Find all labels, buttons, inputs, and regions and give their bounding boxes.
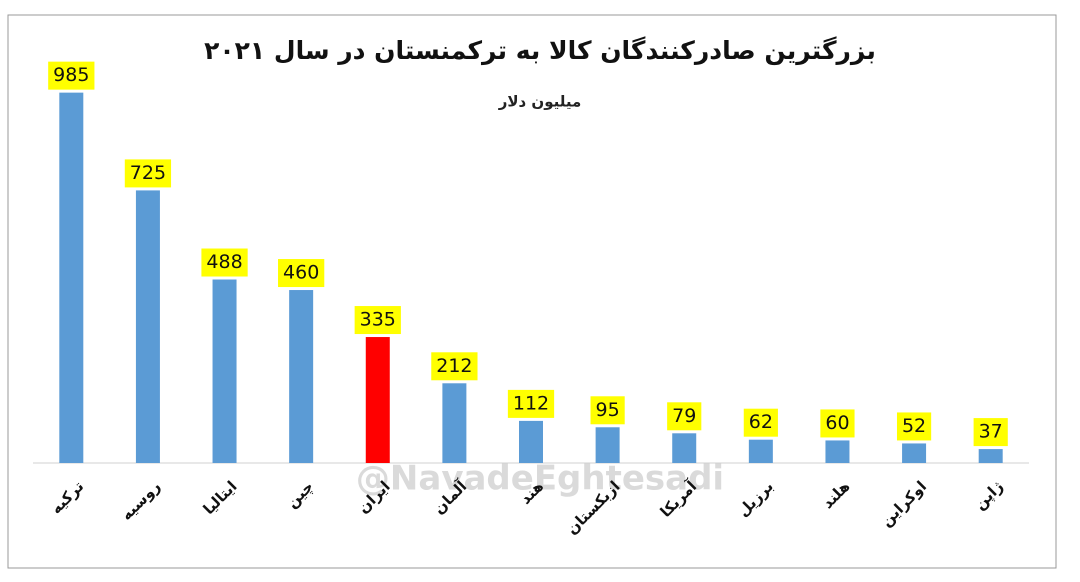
bar: [902, 443, 927, 463]
value-label-box: [124, 159, 172, 188]
bar: [212, 279, 237, 463]
value-label: 37: [979, 421, 1003, 443]
value-label: 79: [672, 405, 696, 427]
value-label-box: [201, 248, 248, 277]
bar: [748, 439, 773, 463]
bar: [289, 290, 314, 463]
value-label: 460: [283, 262, 319, 284]
value-label: 60: [825, 412, 849, 434]
bar: [672, 433, 697, 463]
value-label: 725: [130, 162, 166, 184]
value-label: 488: [206, 251, 242, 273]
chart-title: بزرگترین صادرکنندگان کالا به ترکمنستان د…: [204, 36, 876, 66]
chart-subtitle: میلیون دلار: [498, 93, 582, 111]
bar: [595, 427, 620, 463]
bar: [825, 440, 850, 463]
watermark: @NavadeEghtesadi: [356, 459, 724, 499]
bar: [135, 190, 160, 463]
bar: [978, 449, 1003, 463]
bar: [519, 420, 543, 463]
value-label: 95: [596, 399, 620, 421]
value-label-box: [820, 409, 855, 438]
value-label-box: [48, 61, 95, 90]
value-label-box: [278, 259, 325, 288]
value-label-box: [354, 306, 401, 335]
bar: [365, 337, 390, 463]
value-label: 985: [53, 64, 89, 86]
value-label: 52: [902, 415, 926, 437]
bar: [59, 92, 84, 463]
value-label-box: [896, 412, 932, 441]
value-label-box: [590, 396, 625, 425]
value-label-box: [667, 402, 702, 431]
bar: [442, 383, 467, 463]
value-label: 212: [436, 355, 472, 377]
value-label: 62: [749, 411, 773, 433]
value-label-box: [507, 389, 555, 418]
value-label: 112: [513, 392, 549, 414]
value-label-box: [973, 418, 1008, 447]
value-label: 335: [360, 309, 396, 331]
value-label-box: [743, 408, 778, 437]
frame: [7, 14, 1057, 569]
value-label-box: [431, 352, 478, 381]
